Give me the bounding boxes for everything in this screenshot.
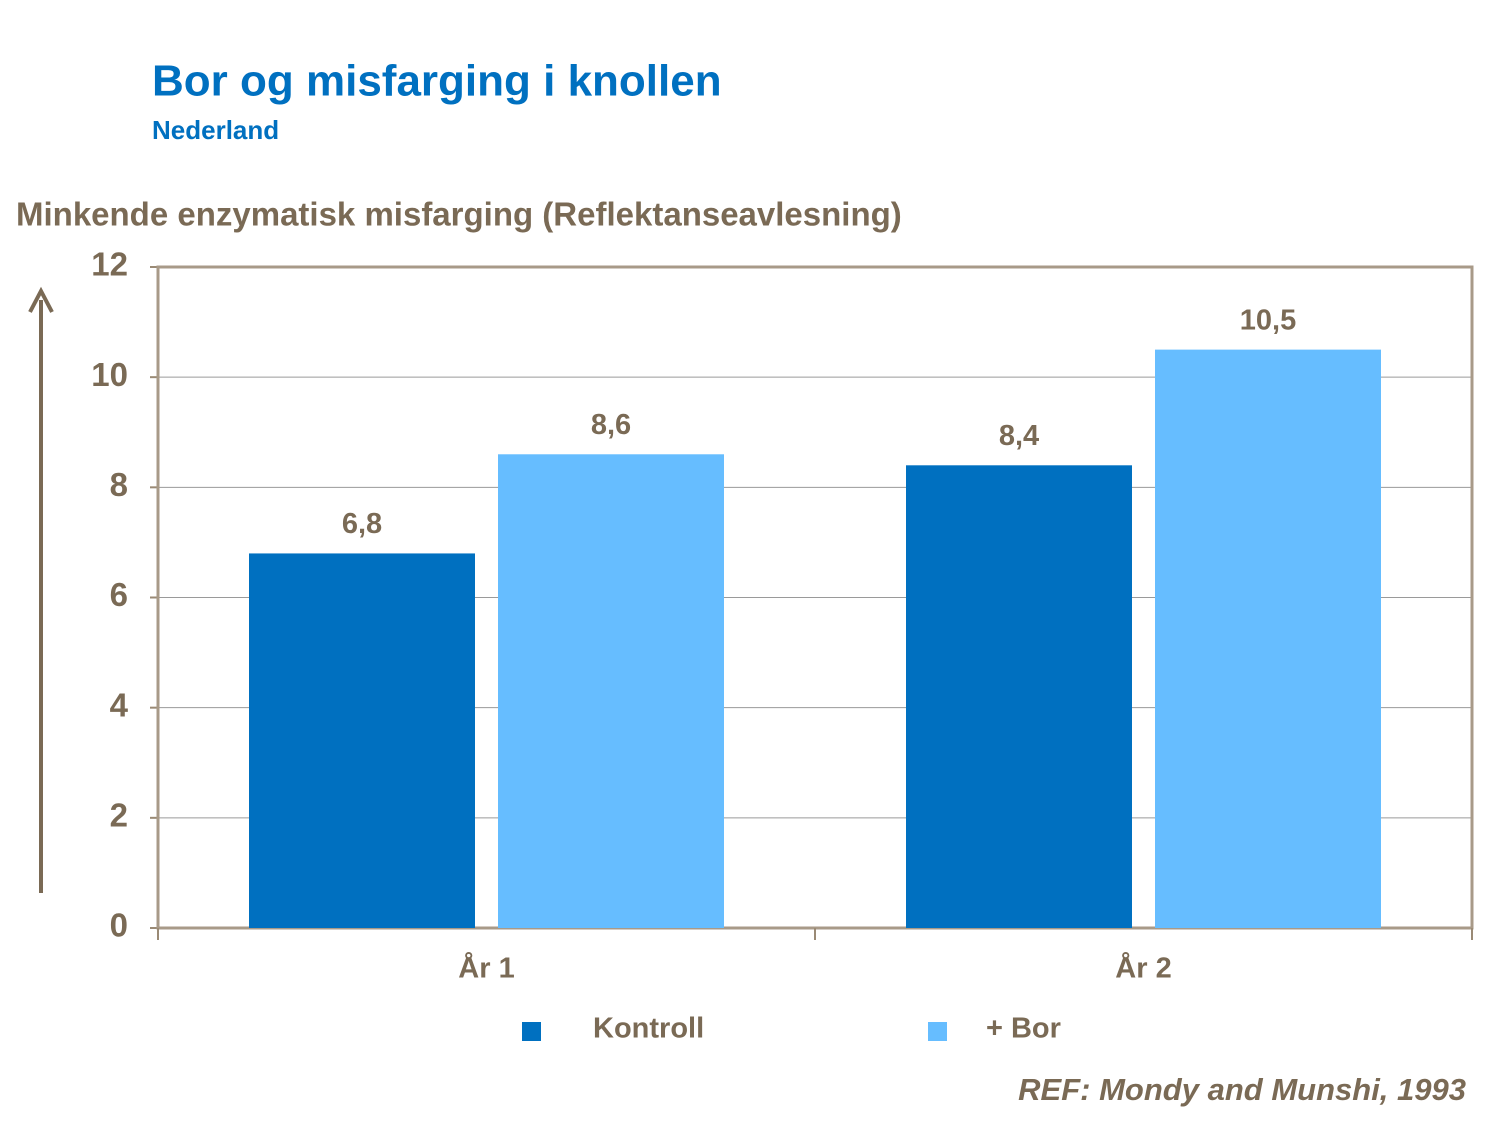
axis-arrow-head [28,286,54,313]
legend-swatch [522,1022,541,1041]
y-tick-label: 0 [110,907,128,944]
x-tick-label: År 1 [458,952,514,985]
y-tick-label: 8 [110,466,128,503]
value-label: 8,4 [999,420,1039,452]
y-tick-label: 12 [91,246,128,283]
value-label: 6,8 [342,508,382,540]
y-tick-label: 6 [110,576,128,613]
bar [249,553,475,928]
reference-note: REF: Mondy and Munshi, 1993 [1018,1072,1466,1107]
y-tick-label: 10 [91,356,128,393]
value-label: 8,6 [591,409,631,441]
y-tick-label: 2 [110,797,128,834]
legend-swatch [928,1022,947,1041]
legend-label: + Bor [986,1013,1061,1045]
y-tick-label: 4 [110,686,129,723]
value-label: 10,5 [1240,304,1296,336]
bar [498,454,724,928]
bar [906,465,1132,928]
chart-subtitle: Nederland [152,115,279,145]
y-axis-label: Minkende enzymatisk misfarging (Reflekta… [16,196,902,233]
x-tick-label: År 2 [1115,952,1171,985]
legend-label: Kontroll [593,1013,704,1045]
chart-title: Bor og misfarging i knollen [152,57,722,106]
bar [1155,349,1381,928]
